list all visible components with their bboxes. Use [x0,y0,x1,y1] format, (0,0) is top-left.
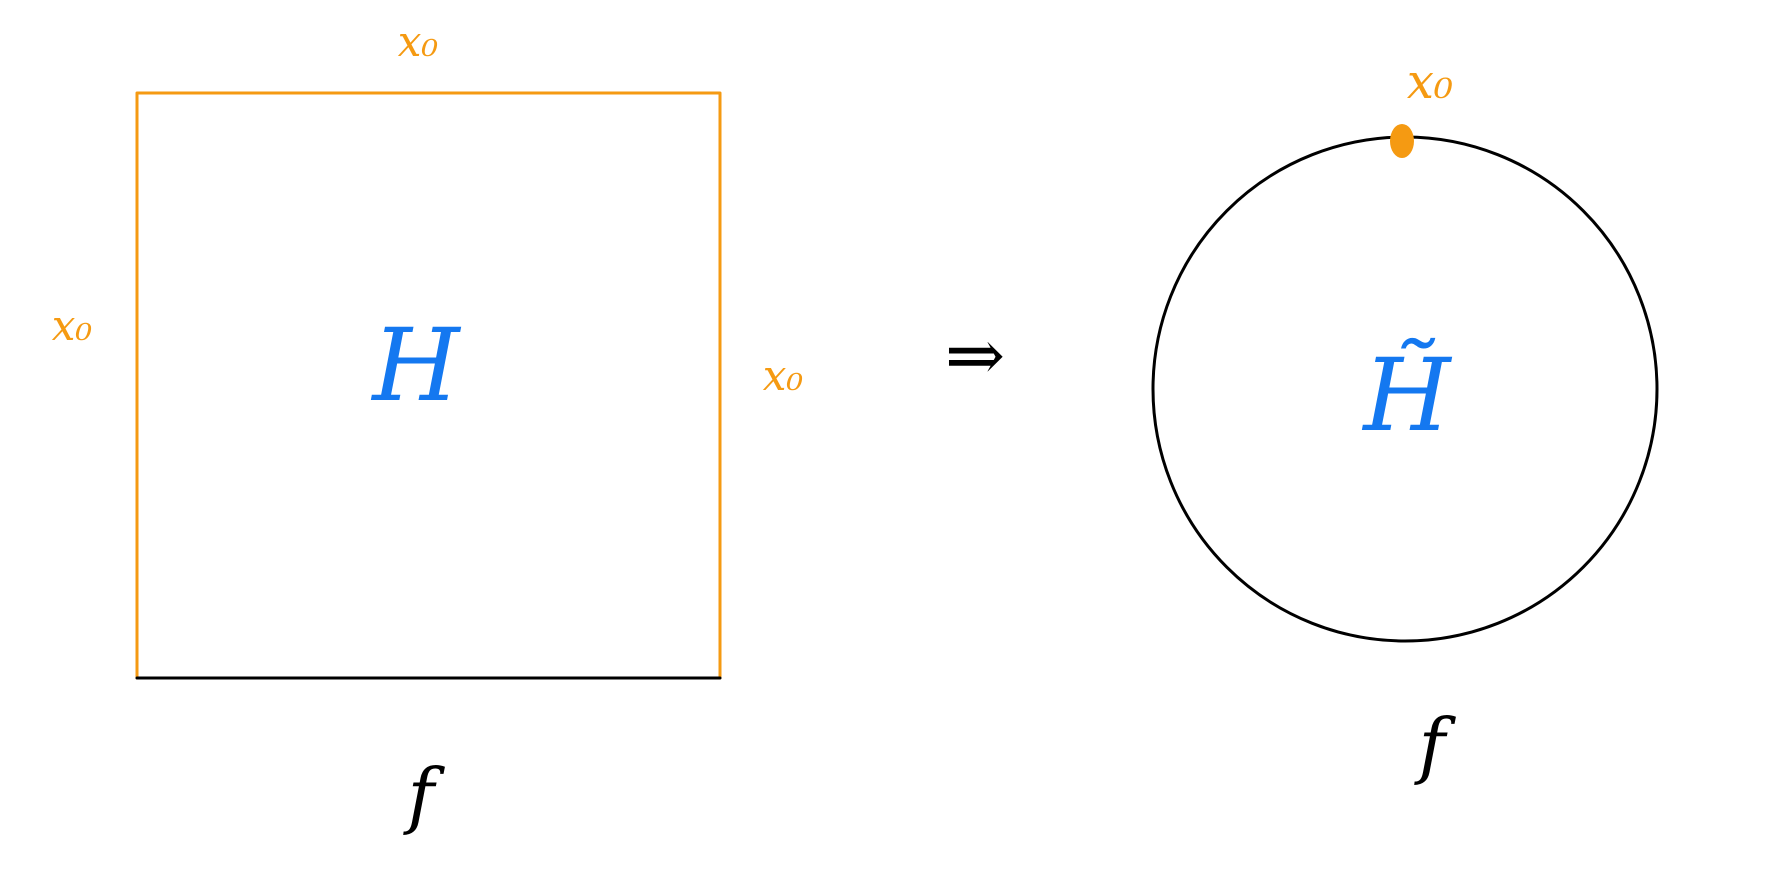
bottom-edge-label: f [403,753,446,837]
implies-arrow-icon: ⇒ [945,313,1005,397]
connector: ⇒ [945,313,1005,397]
boundary-map-label: f [1414,703,1457,787]
right-panel: x₀ H̃ f [1151,54,1659,787]
left-edge-label: x₀ [52,301,93,350]
basepoint-dot [1390,124,1414,158]
homotopy-label: H [370,307,461,424]
lifted-homotopy-label: H̃ [1361,337,1452,454]
right-edge-label: x₀ [763,351,804,400]
square-identified-edges [135,91,722,680]
basepoint-label: x₀ [1407,54,1453,110]
left-panel: x₀ x₀ x₀ f H [52,17,804,837]
top-edge-label: x₀ [398,17,439,66]
